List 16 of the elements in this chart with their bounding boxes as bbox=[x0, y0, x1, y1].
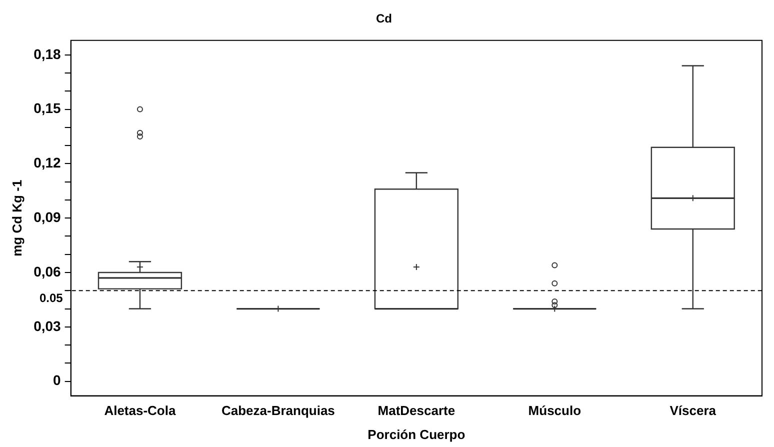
y-tick-label: 0,18 bbox=[34, 46, 62, 62]
x-tick-label: Víscera bbox=[670, 403, 717, 418]
y-tick-label: 0,15 bbox=[34, 100, 62, 116]
ref-line-label: 0.05 bbox=[39, 290, 64, 305]
y-axis-title: mg Cd Kg -1 bbox=[9, 180, 24, 256]
x-tick-label: Músculo bbox=[528, 403, 582, 418]
x-tick-label: MatDescarte bbox=[378, 403, 456, 418]
y-tick-label: 0,09 bbox=[34, 208, 62, 225]
x-axis-title: Porción Cuerpo bbox=[368, 426, 466, 442]
x-tick-label: Cabeza-Branquias bbox=[221, 403, 335, 418]
chart-title: Cd bbox=[376, 12, 392, 26]
y-tick-label: 0,03 bbox=[34, 318, 62, 334]
y-tick-label: 0 bbox=[53, 372, 62, 388]
y-tick-label: 0,12 bbox=[34, 154, 62, 171]
y-tick-label: 0,06 bbox=[34, 263, 62, 280]
x-tick-label: Aletas-Cola bbox=[104, 403, 176, 418]
